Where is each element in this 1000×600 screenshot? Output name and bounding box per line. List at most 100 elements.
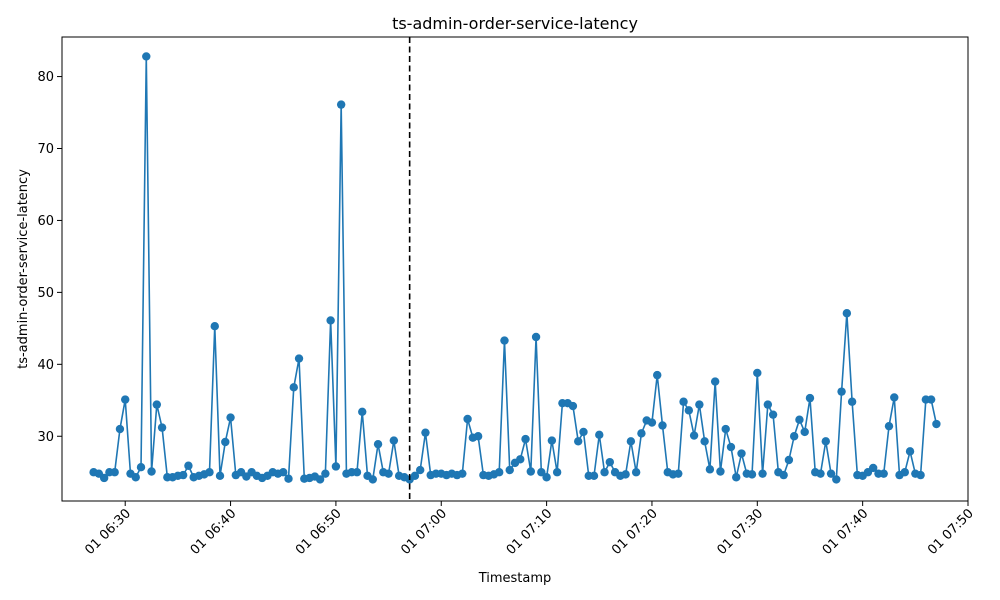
data-point bbox=[495, 468, 504, 477]
data-point bbox=[621, 470, 630, 479]
data-point bbox=[747, 470, 757, 479]
data-point bbox=[531, 332, 541, 342]
data-point bbox=[121, 395, 130, 404]
data-point bbox=[763, 400, 773, 409]
data-point bbox=[926, 395, 936, 404]
data-point bbox=[99, 473, 109, 483]
data-point bbox=[884, 421, 894, 431]
data-point bbox=[700, 437, 709, 446]
y-axis: 30 40 50 60 70 80 bbox=[37, 70, 62, 445]
chart-title: ts-admin-order-service-latency bbox=[392, 14, 638, 33]
data-point bbox=[826, 469, 836, 478]
data-point bbox=[458, 469, 467, 478]
x-tick-label: 01 06:40 bbox=[188, 506, 240, 558]
x-tick-label: 01 07:50 bbox=[925, 506, 977, 558]
data-point bbox=[821, 437, 830, 446]
data-point bbox=[473, 432, 483, 441]
data-point bbox=[537, 468, 546, 477]
data-point bbox=[389, 436, 399, 445]
data-point bbox=[152, 400, 162, 409]
data-point bbox=[505, 465, 514, 475]
x-tick-label: 01 07:40 bbox=[820, 506, 872, 558]
data-point bbox=[784, 455, 794, 465]
data-point bbox=[837, 387, 846, 396]
data-point bbox=[215, 471, 225, 481]
data-point bbox=[605, 457, 615, 467]
data-point bbox=[547, 436, 557, 445]
data-point bbox=[178, 470, 188, 480]
y-tick-label: 30 bbox=[37, 430, 54, 445]
data-point bbox=[463, 414, 472, 424]
y-tick-label: 50 bbox=[37, 286, 54, 301]
y-axis-label: ts-admin-order-service-latency bbox=[16, 169, 31, 369]
data-point bbox=[905, 447, 915, 456]
data-point bbox=[226, 413, 235, 422]
data-point bbox=[842, 309, 852, 318]
x-tick-label: 01 07:20 bbox=[609, 506, 661, 558]
data-point bbox=[658, 421, 667, 430]
data-point bbox=[674, 469, 683, 478]
data-point bbox=[579, 427, 588, 437]
data-point bbox=[136, 462, 146, 472]
data-point bbox=[526, 467, 535, 476]
data-point bbox=[626, 437, 636, 446]
data-point bbox=[847, 397, 857, 406]
data-point bbox=[695, 400, 704, 409]
data-point bbox=[768, 410, 778, 419]
data-point bbox=[142, 52, 151, 61]
data-point bbox=[816, 469, 825, 478]
data-point bbox=[184, 461, 193, 470]
data-point bbox=[147, 467, 156, 476]
data-point bbox=[115, 424, 125, 434]
x-tick-label: 01 06:50 bbox=[293, 506, 345, 558]
data-point bbox=[321, 469, 330, 478]
data-point bbox=[900, 468, 909, 477]
data-point bbox=[294, 354, 304, 363]
data-point bbox=[574, 437, 583, 446]
x-axis: 01 06:30 01 06:40 01 06:50 01 07:00 01 07:10… bbox=[82, 501, 977, 558]
data-point bbox=[410, 471, 420, 481]
data-point bbox=[868, 463, 878, 473]
data-point bbox=[916, 470, 925, 480]
y-tick-label: 60 bbox=[37, 214, 54, 229]
data-point bbox=[726, 442, 736, 452]
data-point bbox=[689, 431, 699, 440]
data-point bbox=[721, 424, 730, 434]
y-tick-label: 40 bbox=[37, 358, 54, 373]
data-point bbox=[279, 468, 288, 477]
data-point bbox=[500, 336, 509, 345]
data-point bbox=[421, 428, 430, 437]
data-point bbox=[516, 455, 525, 464]
data-point bbox=[384, 469, 393, 478]
x-tick-label: 01 06:30 bbox=[82, 506, 134, 558]
data-point bbox=[795, 415, 804, 424]
data-point bbox=[595, 430, 604, 440]
data-point bbox=[737, 449, 746, 458]
data-point bbox=[684, 406, 694, 415]
data-point bbox=[284, 474, 293, 483]
data-point bbox=[600, 468, 609, 477]
data-point bbox=[647, 418, 657, 427]
x-tick-label: 01 07:10 bbox=[504, 506, 556, 558]
series-line bbox=[93, 55, 938, 481]
data-point bbox=[568, 401, 578, 411]
data-point bbox=[653, 370, 662, 380]
data-point bbox=[779, 470, 788, 480]
data-point bbox=[131, 473, 140, 482]
plot-area bbox=[61, 36, 969, 502]
data-point bbox=[758, 469, 767, 478]
data-point bbox=[679, 397, 688, 406]
data-point bbox=[542, 473, 551, 482]
data-point bbox=[637, 429, 646, 438]
x-tick-label: 01 07:30 bbox=[714, 506, 766, 558]
data-point bbox=[326, 316, 335, 325]
data-point bbox=[789, 432, 799, 441]
data-point bbox=[157, 423, 167, 432]
data-point bbox=[358, 407, 367, 416]
data-point bbox=[315, 475, 325, 484]
data-point bbox=[221, 437, 230, 447]
data-point bbox=[753, 368, 762, 378]
data-point bbox=[832, 475, 841, 484]
data-point bbox=[589, 471, 599, 481]
